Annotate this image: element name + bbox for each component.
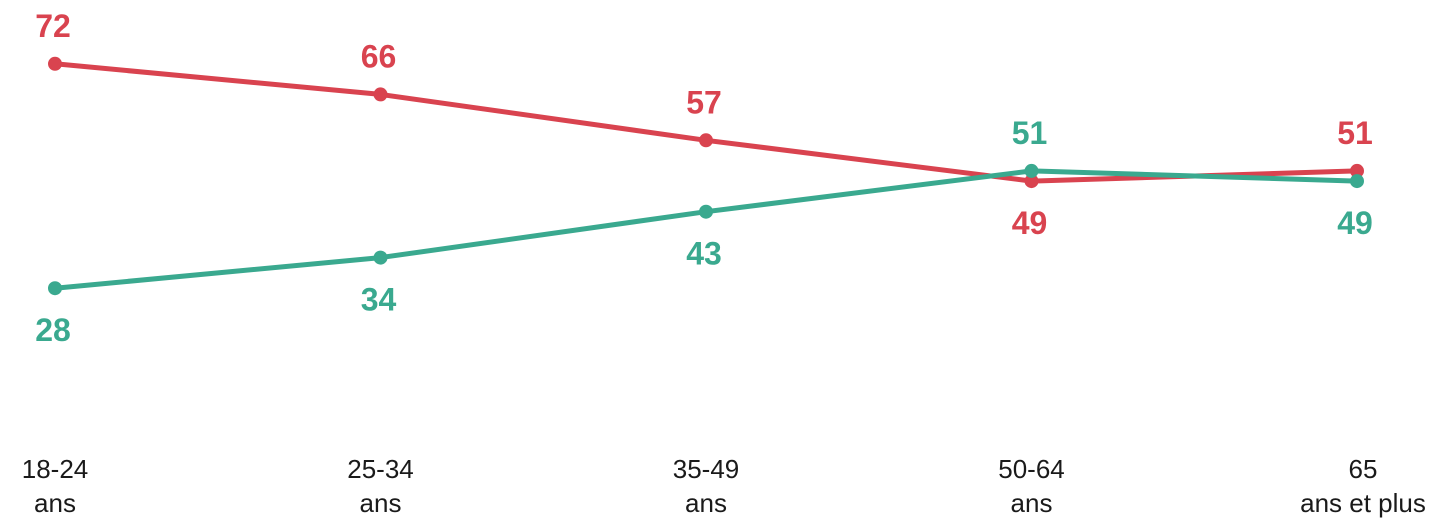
data-labels: 72 66 57 49 51 28 34 43 51 49	[35, 8, 1373, 348]
x-axis-labels: 18-24 ans 25-34 ans 35-49 ans 50-64 ans 65 ans et…	[22, 454, 1426, 518]
series-1-point-0	[48, 281, 62, 296]
series-0-point-2	[699, 133, 713, 148]
series-0-point-1	[373, 87, 388, 102]
series-0-data-label-0: 72	[35, 8, 71, 44]
x-tick-label-2: 35-49 ans	[673, 454, 740, 518]
series-0-point-3	[1024, 174, 1039, 189]
series-0-line	[54, 61, 1358, 184]
series-1-data-label-1: 34	[361, 282, 397, 318]
series-0-data-label-3: 49	[1012, 205, 1048, 241]
series-1-data-label-2: 43	[686, 236, 722, 272]
series-1-data-label-0: 28	[35, 312, 71, 348]
x-tick-label-3: 50-64 ans	[998, 454, 1065, 518]
series-1-point-2	[699, 204, 713, 219]
x-tick-label-4: 65 ans et plus	[1300, 454, 1426, 518]
series-1-data-label-3: 51	[1012, 115, 1048, 151]
series-1-point-1	[373, 250, 388, 265]
x-tick-label-0: 18-24 ans	[22, 454, 89, 518]
series-0-data-label-2: 57	[686, 84, 722, 120]
series-points	[48, 56, 1364, 296]
x-tick-label-1: 25-34 ans	[347, 454, 414, 518]
series-1-point-3	[1024, 163, 1039, 178]
series-0-data-label-1: 66	[361, 38, 397, 74]
series-1-data-label-4: 49	[1337, 205, 1373, 241]
series-0-point-4	[1350, 163, 1364, 178]
series-0-data-label-4: 51	[1337, 115, 1373, 151]
series-0-point-0	[48, 56, 62, 71]
series-1-point-4	[1350, 174, 1364, 189]
